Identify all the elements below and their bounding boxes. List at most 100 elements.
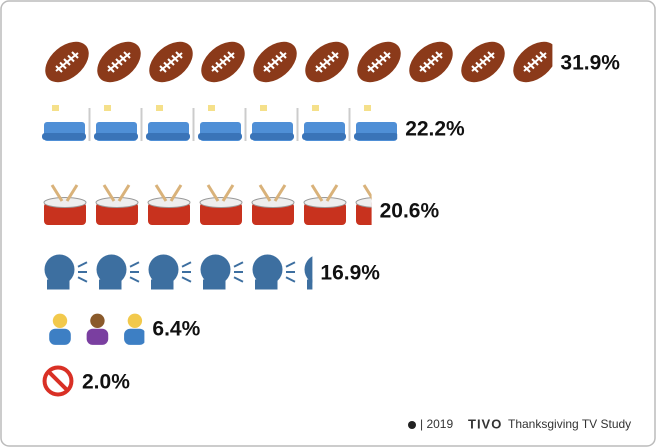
lace <box>419 65 427 73</box>
speech <box>77 261 88 268</box>
drum-top <box>199 197 243 208</box>
stick <box>273 184 287 202</box>
stick <box>362 184 372 200</box>
drum-top <box>95 197 139 208</box>
lace <box>271 58 279 66</box>
lace <box>471 65 479 73</box>
lace <box>527 61 535 70</box>
icon-bar <box>42 365 74 397</box>
couch-seat <box>146 133 190 140</box>
head <box>90 313 105 328</box>
lace <box>115 58 123 66</box>
body <box>124 328 145 345</box>
lace <box>171 54 179 63</box>
lace <box>123 51 131 59</box>
lace <box>223 54 231 63</box>
no-sign <box>42 365 74 397</box>
lace <box>539 51 547 59</box>
source-brand: TIVO <box>468 416 502 431</box>
no-slash <box>46 369 70 393</box>
lamp-shade <box>52 105 59 111</box>
lace <box>279 51 287 59</box>
lace <box>219 58 227 66</box>
drum <box>304 202 346 225</box>
lace <box>59 61 67 70</box>
lace <box>267 61 275 70</box>
drum <box>356 202 372 225</box>
speech <box>181 261 192 268</box>
neck <box>47 279 70 290</box>
neck <box>151 279 174 290</box>
lace <box>431 54 439 63</box>
drum <box>44 202 86 225</box>
lace <box>159 65 167 73</box>
stick <box>154 184 168 202</box>
lace <box>263 65 271 73</box>
head <box>44 254 75 285</box>
stick <box>102 184 116 202</box>
head <box>127 313 143 328</box>
stick <box>258 184 272 202</box>
lamp-shade <box>364 105 371 111</box>
lace <box>163 61 171 70</box>
lace <box>227 51 235 59</box>
stick <box>325 184 339 202</box>
drum-top <box>43 197 87 208</box>
neck <box>255 279 278 290</box>
icon-bar <box>49 313 145 345</box>
lace <box>315 65 323 73</box>
stick <box>50 184 64 202</box>
speech <box>233 276 244 283</box>
stick <box>169 184 183 202</box>
head <box>304 256 313 283</box>
lace <box>215 61 223 70</box>
neck <box>99 279 122 290</box>
lace <box>435 51 443 59</box>
value-label: 20.6% <box>380 200 440 223</box>
lace <box>371 61 379 70</box>
value-label: 16.9% <box>320 262 380 285</box>
lace <box>211 65 219 73</box>
neck <box>203 279 226 290</box>
source-icon <box>408 421 416 429</box>
drum-top <box>251 197 295 208</box>
lace <box>535 54 543 63</box>
couch-seat <box>198 133 242 140</box>
icon-bar <box>44 254 313 290</box>
lace <box>275 54 283 63</box>
lamp-shade <box>104 105 111 111</box>
couch-seat <box>94 133 138 140</box>
icon-bar <box>43 184 372 225</box>
drum <box>200 202 242 225</box>
drum-top <box>303 197 347 208</box>
lace <box>479 58 487 66</box>
speech <box>285 261 296 268</box>
icon-bar <box>42 105 398 141</box>
stick <box>310 184 324 202</box>
lace <box>319 61 327 70</box>
value-label: 22.2% <box>405 118 465 141</box>
couch-seat <box>302 133 346 140</box>
lace <box>523 65 531 73</box>
speech <box>181 276 192 283</box>
lamp-shade <box>312 105 319 111</box>
drum-top <box>355 197 372 208</box>
lace <box>71 51 79 59</box>
icon-bar <box>45 41 553 83</box>
head <box>252 254 283 285</box>
lace <box>379 54 387 63</box>
lamp-shade <box>156 105 163 111</box>
lamp-shade <box>208 105 215 111</box>
source-year: | 2019 <box>420 417 453 431</box>
value-label: 2.0% <box>82 371 130 394</box>
head <box>96 254 127 285</box>
head <box>52 313 68 328</box>
lace <box>375 58 383 66</box>
value-label: 31.9% <box>560 52 620 75</box>
lace <box>167 58 175 66</box>
lamp-shade <box>260 105 267 111</box>
drum-top <box>147 197 191 208</box>
stick <box>65 184 79 202</box>
lace <box>63 58 71 66</box>
